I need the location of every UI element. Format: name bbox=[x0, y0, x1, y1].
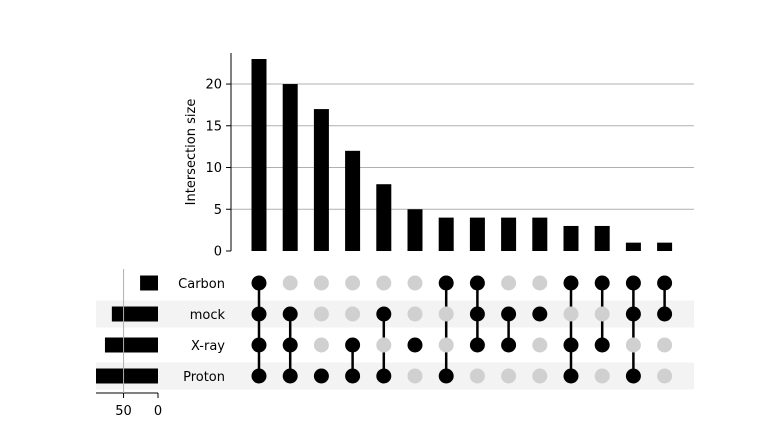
membership-dot-active bbox=[251, 306, 267, 322]
intersection-bar bbox=[345, 150, 361, 251]
intersection-bar bbox=[251, 59, 267, 251]
membership-dot-active bbox=[625, 275, 641, 291]
membership-dot-inactive bbox=[501, 368, 517, 384]
set-size-bar-X-ray bbox=[104, 337, 158, 353]
membership-dot-inactive bbox=[469, 368, 485, 384]
membership-dot-active bbox=[251, 368, 267, 384]
membership-dot-active bbox=[345, 368, 361, 384]
membership-dot-inactive bbox=[282, 275, 298, 291]
set-size-tick-label: 50 bbox=[115, 404, 132, 419]
membership-dot-inactive bbox=[594, 368, 610, 384]
membership-dot-active bbox=[469, 337, 485, 353]
membership-dot-active bbox=[282, 306, 298, 322]
set-label-X-ray: X-ray bbox=[191, 339, 225, 354]
membership-matrix bbox=[251, 275, 673, 384]
membership-dot-active bbox=[501, 337, 517, 353]
membership-dot-active bbox=[345, 337, 361, 353]
intersection-bar bbox=[282, 84, 298, 251]
membership-dot-inactive bbox=[345, 275, 361, 291]
membership-dot-active bbox=[376, 306, 392, 322]
membership-dot-inactive bbox=[313, 306, 329, 322]
membership-dot-inactive bbox=[594, 306, 610, 322]
set-size-axis: 50 0 bbox=[96, 269, 162, 419]
membership-dot-active bbox=[594, 275, 610, 291]
membership-dot-active bbox=[282, 337, 298, 353]
membership-dot-inactive bbox=[625, 337, 641, 353]
set-size-bar-Carbon bbox=[140, 275, 158, 291]
membership-dot-inactive bbox=[532, 368, 548, 384]
membership-dot-active bbox=[563, 337, 579, 353]
set-size-bar-Proton bbox=[96, 368, 158, 384]
matrix-row-stripes bbox=[96, 300, 694, 390]
set-size-tick-label: 0 bbox=[154, 404, 162, 419]
y-gridlines bbox=[231, 83, 694, 210]
membership-dot-inactive bbox=[376, 337, 392, 353]
row-stripe-Proton bbox=[96, 362, 694, 390]
membership-dot-active bbox=[376, 368, 392, 384]
intersection-bar bbox=[438, 217, 454, 251]
intersection-bar bbox=[376, 184, 392, 251]
membership-dot-active bbox=[469, 306, 485, 322]
intersection-bar bbox=[657, 242, 673, 251]
membership-dot-active bbox=[501, 306, 517, 322]
intersection-bars bbox=[251, 59, 673, 251]
y-tick-label: 5 bbox=[214, 203, 222, 218]
membership-dot-inactive bbox=[438, 337, 454, 353]
membership-dot-inactive bbox=[407, 306, 423, 322]
membership-dot-active bbox=[563, 368, 579, 384]
membership-dot-inactive bbox=[313, 337, 329, 353]
membership-dot-active bbox=[625, 368, 641, 384]
y-tick-label: 0 bbox=[214, 245, 222, 260]
intersection-bar bbox=[407, 209, 423, 251]
intersection-bar bbox=[469, 217, 485, 251]
membership-dot-inactive bbox=[563, 306, 579, 322]
y-tick-label: 20 bbox=[205, 78, 222, 93]
membership-dot-active bbox=[438, 275, 454, 291]
set-label-mock: mock bbox=[190, 308, 226, 323]
membership-dot-inactive bbox=[532, 275, 548, 291]
intersection-bar bbox=[532, 217, 548, 251]
y-tick-label: 10 bbox=[205, 161, 222, 176]
membership-dot-inactive bbox=[407, 368, 423, 384]
membership-dot-active bbox=[251, 337, 267, 353]
membership-dot-active bbox=[251, 275, 267, 291]
set-size-bar-mock bbox=[111, 306, 158, 322]
y-axis: 0 5 10 15 20 bbox=[205, 53, 232, 260]
membership-dot-active bbox=[282, 368, 298, 384]
membership-dot-active bbox=[532, 306, 548, 322]
intersection-bar bbox=[594, 225, 610, 251]
membership-dot-active bbox=[625, 306, 641, 322]
membership-dot-active bbox=[407, 337, 423, 353]
membership-dot-active bbox=[657, 275, 673, 291]
membership-dot-active bbox=[594, 337, 610, 353]
membership-dot-inactive bbox=[657, 368, 673, 384]
set-label-Carbon: Carbon bbox=[178, 277, 225, 292]
membership-dot-inactive bbox=[657, 337, 673, 353]
intersection-bar bbox=[313, 109, 329, 251]
set-labels: Carbon mock X-ray Proton bbox=[178, 277, 225, 385]
membership-dot-inactive bbox=[438, 306, 454, 322]
membership-dot-inactive bbox=[376, 275, 392, 291]
set-label-Proton: Proton bbox=[183, 370, 225, 385]
membership-dot-inactive bbox=[313, 275, 329, 291]
membership-dot-inactive bbox=[501, 275, 517, 291]
membership-dot-inactive bbox=[407, 275, 423, 291]
row-stripe-mock bbox=[96, 300, 694, 328]
membership-dot-inactive bbox=[345, 306, 361, 322]
y-axis-label: Intersection size bbox=[184, 99, 199, 206]
membership-dot-inactive bbox=[532, 337, 548, 353]
intersection-bar bbox=[625, 242, 641, 251]
y-tick-label: 15 bbox=[205, 119, 222, 134]
membership-dot-active bbox=[438, 368, 454, 384]
membership-dot-active bbox=[313, 368, 329, 384]
membership-dot-active bbox=[657, 306, 673, 322]
membership-dot-active bbox=[469, 275, 485, 291]
membership-dot-active bbox=[563, 275, 579, 291]
intersection-bar bbox=[501, 217, 517, 251]
intersection-bar bbox=[563, 225, 579, 251]
